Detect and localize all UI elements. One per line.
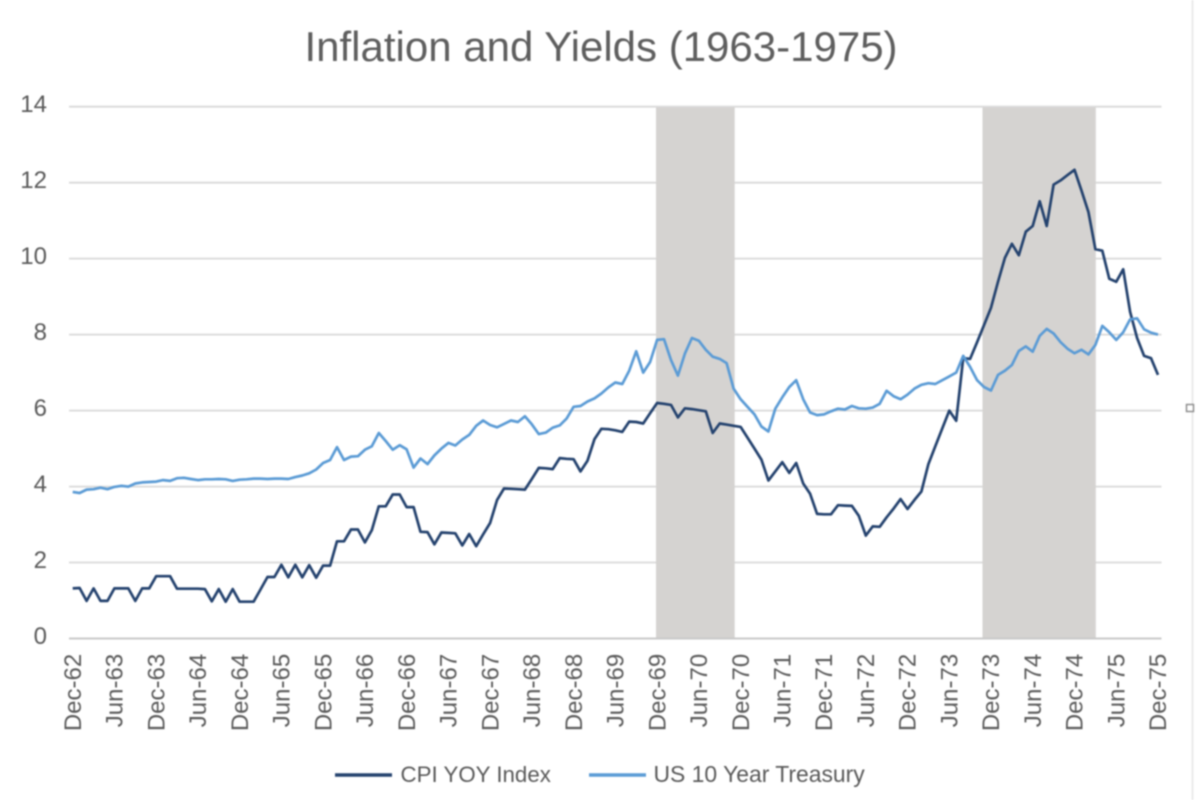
svg-text:6: 6 — [34, 395, 47, 422]
svg-text:Dec-69: Dec-69 — [644, 654, 671, 731]
svg-text:Dec-65: Dec-65 — [310, 654, 337, 731]
svg-text:2: 2 — [34, 547, 47, 574]
svg-text:Dec-74: Dec-74 — [1062, 654, 1089, 731]
svg-text:Dec-71: Dec-71 — [811, 654, 838, 731]
svg-text:US 10 Year Treasury: US 10 Year Treasury — [654, 761, 866, 787]
svg-text:Dec-75: Dec-75 — [1145, 654, 1172, 731]
svg-text:Jun-68: Jun-68 — [519, 654, 546, 727]
svg-text:10: 10 — [20, 243, 47, 270]
svg-text:4: 4 — [34, 471, 47, 498]
svg-text:Dec-64: Dec-64 — [227, 654, 254, 731]
svg-text:Dec-72: Dec-72 — [895, 654, 922, 731]
svg-text:Jun-69: Jun-69 — [603, 654, 630, 727]
svg-text:Jun-70: Jun-70 — [686, 654, 713, 727]
svg-text:Jun-64: Jun-64 — [185, 654, 212, 727]
svg-text:14: 14 — [20, 91, 47, 118]
svg-text:Dec-68: Dec-68 — [561, 654, 588, 731]
svg-text:Dec-63: Dec-63 — [143, 654, 170, 731]
svg-text:Jun-67: Jun-67 — [436, 654, 463, 727]
svg-text:CPI YOY Index: CPI YOY Index — [401, 762, 551, 787]
svg-text:12: 12 — [20, 167, 47, 194]
svg-text:Dec-62: Dec-62 — [60, 654, 87, 731]
svg-text:8: 8 — [34, 319, 47, 346]
svg-text:Dec-66: Dec-66 — [394, 654, 421, 731]
svg-text:0: 0 — [34, 623, 47, 650]
svg-text:Inflation and Yields (1963-197: Inflation and Yields (1963-1975) — [304, 23, 897, 70]
svg-text:Jun-74: Jun-74 — [1020, 654, 1047, 727]
svg-text:Jun-75: Jun-75 — [1103, 654, 1130, 727]
svg-text:Dec-70: Dec-70 — [728, 654, 755, 731]
svg-text:Jun-71: Jun-71 — [770, 654, 797, 727]
svg-text:Dec-67: Dec-67 — [477, 654, 504, 731]
svg-text:Dec-73: Dec-73 — [978, 654, 1005, 731]
svg-text:Jun-73: Jun-73 — [937, 654, 964, 727]
svg-text:Jun-72: Jun-72 — [853, 654, 880, 727]
svg-text:Jun-65: Jun-65 — [269, 654, 296, 727]
svg-text:Jun-63: Jun-63 — [102, 654, 129, 727]
svg-text:Jun-66: Jun-66 — [352, 654, 379, 727]
